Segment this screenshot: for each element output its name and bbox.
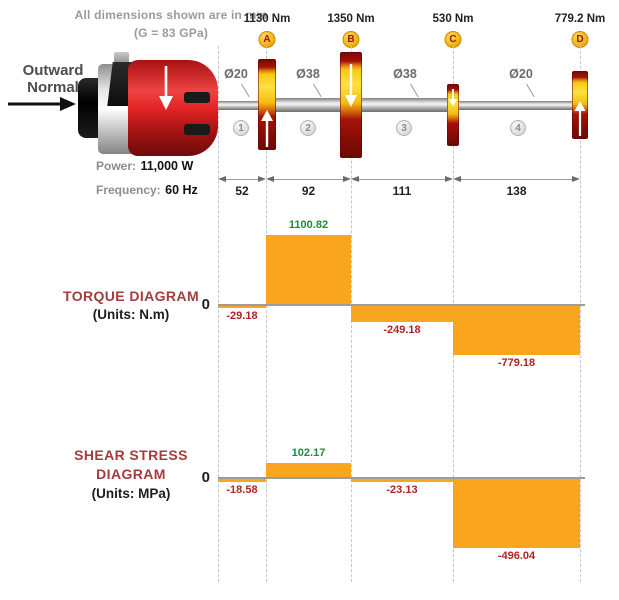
diagram-bar [453,306,580,355]
motor-red-body [128,60,218,156]
diameter-label-1: Ø20 [224,67,248,81]
segment-number-badge-3: 3 [396,120,412,136]
leader-line [410,83,419,98]
segment-number-badge-4: 4 [510,120,526,136]
torque-diagram-title: TORQUE DIAGRAM [62,288,200,304]
dimension-segment-2: 92 [266,173,351,199]
bar-value-label: -29.18 [226,310,258,322]
station-badge-c: C [444,31,462,48]
bar-value-label: -496.04 [497,550,536,562]
outward-normal-arrow-icon [8,97,76,111]
station-torque-label-a: 1130 Nm [243,13,291,25]
shear-modulus-note: (G = 83 GPa) [133,26,209,40]
station-badge-a: A [258,31,276,48]
station-torque-label-c: 530 Nm [432,13,474,25]
frequency-row: Frequency: 60 Hz [96,181,198,199]
dimension-segment-1: 52 [218,173,266,199]
gear-a [258,59,276,150]
bar-value-label: -779.18 [497,357,536,369]
shear-zero-label: 0 [201,469,210,486]
diagram-bar [266,463,351,477]
diameter-label-3: Ø38 [393,67,417,81]
station-torque-label-b: 1350 Nm [327,13,375,25]
diagram-bar [218,306,266,308]
frequency-value: 60 Hz [165,183,198,197]
shear-diagram-title-line2: DIAGRAM [96,466,166,482]
motor-vent-slot [184,124,210,135]
dimension-segment-4: 138 [453,173,580,199]
diameter-label-2: Ø38 [296,67,320,81]
dimension-value-1: 52 [235,184,249,198]
torque-axis [218,304,585,306]
shaft-segment-thin-left [212,101,268,110]
motor-rotation-arrow-icon [159,66,173,110]
power-row: Power: 11,000 W [96,157,193,175]
leader-line [313,83,322,98]
station-torque-label-d: 779.2 Nm [554,13,606,25]
power-label: Power: [96,159,137,173]
diagram-bar [266,235,351,304]
gear-b-arrow-down-icon [345,64,357,107]
shaft-segment-thin-right [453,101,586,110]
dimensions-note: All dimensions shown are in mm [74,8,268,22]
torque-diagram-units: (Units: N.m) [92,307,170,322]
motor-image [76,52,226,156]
bar-value-label: -249.18 [383,324,421,336]
diagram-bar [351,306,453,322]
torque-zero-label: 0 [201,296,210,313]
segment-number-badge-2: 2 [300,120,316,136]
bar-value-label: -23.13 [386,484,418,496]
frequency-label: Frequency: [96,183,161,197]
bar-value-label: 102.17 [291,447,326,459]
dimension-value-2: 92 [301,184,316,198]
diagram-bar [218,479,266,482]
diameter-label-4: Ø20 [509,67,533,81]
gear-c-arrow-down-icon [448,89,458,106]
leader-line [526,83,535,98]
outward-normal-label: Outward Normal [22,62,84,97]
segment-number-badge-1: 1 [233,120,249,136]
gear-a-arrow-up-icon [261,110,273,147]
dimension-segment-3: 111 [351,173,453,199]
leader-line [241,83,250,98]
dashed-gridline [580,46,581,582]
motor-knob [114,52,129,65]
diagram-bar [351,479,453,482]
dimension-value-4: 138 [506,184,527,198]
diagram-bar [453,479,580,548]
shear-diagram-title-line1: SHEAR STRESS [74,447,188,463]
dashed-gridline [218,46,219,582]
shear-diagram-units: (Units: MPa) [91,486,171,501]
shear-axis [218,477,585,479]
dimension-value-3: 111 [392,184,412,198]
motor-end-cap [78,78,101,138]
bar-value-label: -18.58 [226,484,258,496]
bar-value-label: 1100.82 [288,219,329,231]
dashed-gridline [266,46,267,582]
gear-d-arrow-up-icon [574,101,586,136]
power-value: 11,000 W [140,159,194,173]
motor-vent-slot [184,92,210,103]
